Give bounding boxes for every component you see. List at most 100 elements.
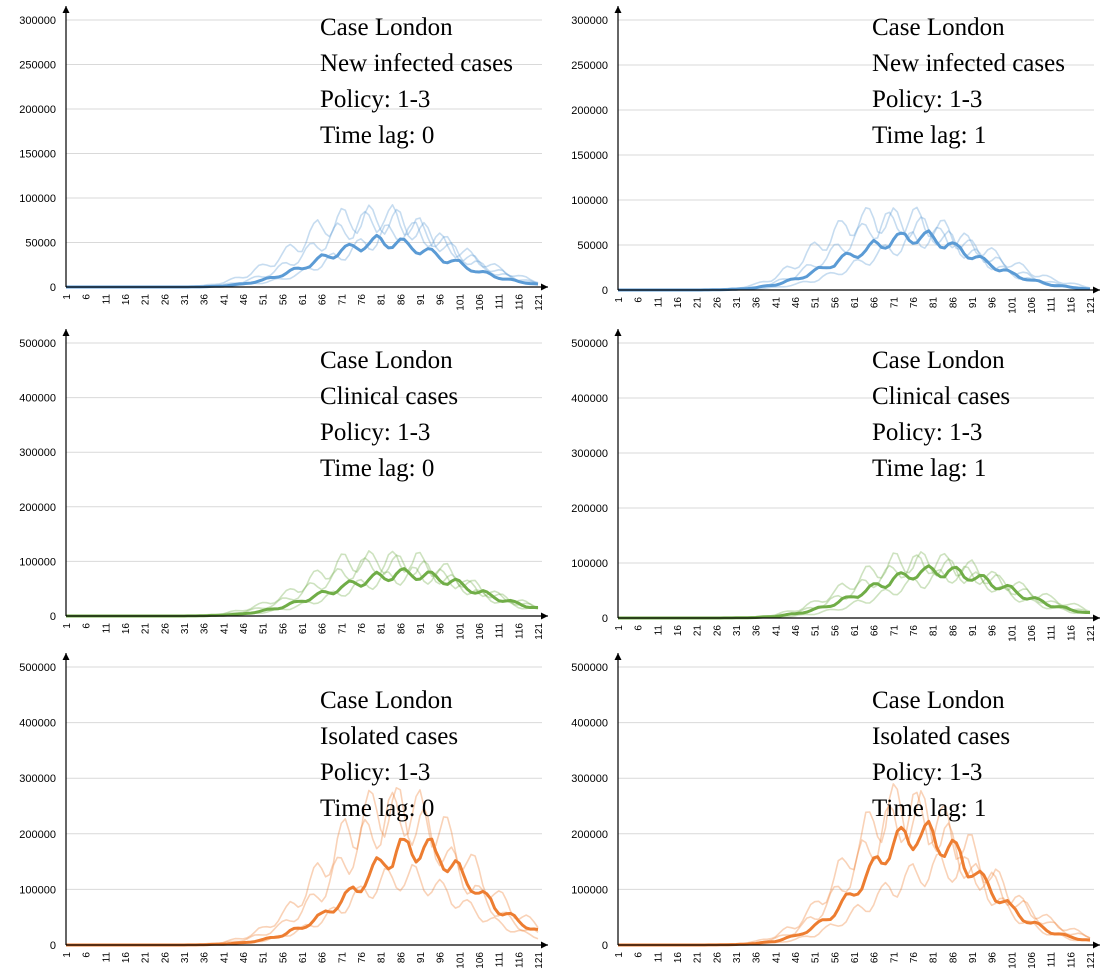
x-tick-label: 36 [200,294,211,306]
chart-caption: Case London Clinical cases Policy: 1-3 T… [320,343,458,487]
x-tick-label: 76 [909,625,920,637]
x-tick-label: 21 [141,294,152,306]
x-tick-label: 21 [141,952,152,964]
caption-line-lag: Time lag: 0 [320,455,435,482]
x-tick-label: 76 [909,297,920,309]
y-tick-label: 400000 [571,718,608,730]
x-tick-label: 41 [771,625,782,637]
y-axis-arrow [62,653,70,660]
y-tick-label: 0 [602,940,608,952]
y-tick-label: 300000 [571,773,608,785]
caption-line-metric: New infected cases [872,50,1065,77]
x-tick-label: 101 [455,294,466,311]
y-tick-label: 0 [602,285,608,297]
x-tick-label: 51 [811,625,822,637]
x-tick-label: 46 [791,297,802,309]
y-tick-label: 400000 [19,718,56,730]
series-line-mean [66,233,539,289]
x-tick-label: 111 [495,952,506,968]
x-tick-label: 1 [62,952,73,958]
x-tick-label: 86 [396,294,407,306]
caption-line-metric: Isolated cases [872,723,1011,750]
series-line-run [618,551,1091,619]
caption-line-metric: Isolated cases [320,723,459,750]
caption-line-policy: Policy: 1-3 [320,419,431,446]
x-tick-label: 51 [811,297,822,309]
x-tick-label: 46 [239,294,250,306]
x-tick-label: 71 [337,294,348,306]
x-tick-label: 11 [653,297,664,308]
x-tick-label: 6 [82,623,93,629]
caption-line-case: Case London [872,347,1005,374]
x-tick-label: 6 [634,952,645,958]
x-tick-label: 6 [82,294,93,300]
x-tick-label: 91 [968,952,979,964]
x-tick-label: 26 [712,625,723,637]
chart-panel-clinical-lag1: 0 100000 200000 300000 400000 500000 1 6 11 16 21 2… [552,325,1104,650]
x-tick-label: 36 [752,297,763,309]
chart-panel-isolated-lag1: 0 100000 200000 300000 400000 500000 1 6 11 16 21 2… [552,650,1104,975]
caption-line-lag: Time lag: 1 [872,795,987,822]
y-tick-label: 300000 [571,15,608,27]
x-tick-label: 96 [988,952,999,964]
x-tick-label: 1 [614,297,625,303]
x-tick-label: 96 [988,625,999,637]
series-line-run [66,204,539,288]
x-tick-label: 51 [259,952,270,964]
x-tick-label: 116 [1066,625,1077,641]
series-line-run [66,204,539,288]
x-tick-label: 31 [732,297,743,309]
y-tick-label: 500000 [571,338,608,350]
x-tick-label: 106 [1027,297,1038,314]
x-tick-label: 116 [1066,297,1077,313]
chart-panel-isolated-lag0: 0 100000 200000 300000 400000 500000 1 6 11 16 21 2… [0,650,552,975]
x-tick-label: 16 [121,623,132,635]
caption-line-case: Case London [872,14,1005,41]
y-tick-label: 50000 [25,238,56,250]
x-tick-label: 26 [160,294,171,306]
x-tick-label: 31 [180,623,191,635]
caption-line-metric: New infected cases [320,50,513,77]
x-tick-label: 66 [318,623,329,635]
caption-line-policy: Policy: 1-3 [320,86,431,113]
x-tick-label: 86 [396,623,407,635]
x-tick-label: 116 [1066,952,1077,968]
x-tick-label: 16 [121,294,132,306]
y-axis-arrow [62,329,70,336]
caption-line-case: Case London [320,347,453,374]
x-tick-label: 61 [298,952,309,964]
y-tick-label: 300000 [19,447,56,459]
x-axis-arrow [541,612,548,620]
x-tick-label: 61 [850,625,861,637]
caption-line-lag: Time lag: 0 [320,795,435,822]
x-tick-label: 121 [1086,625,1097,642]
chart-panel-clinical-lag0: 0 100000 200000 300000 400000 500000 1 6 11 16 21 2… [0,325,552,650]
x-tick-label: 41 [219,623,230,635]
x-axis-arrow [541,941,548,949]
x-tick-label: 121 [1086,297,1097,314]
y-tick-label: 0 [50,940,56,952]
x-tick-label: 56 [830,952,841,964]
y-tick-label: 100000 [571,558,608,570]
x-tick-label: 46 [239,623,250,635]
x-tick-label: 66 [870,952,881,964]
caption-line-case: Case London [320,14,453,41]
x-tick-label: 6 [634,297,645,303]
chart-caption: Case London Isolated cases Policy: 1-3 T… [872,683,1010,827]
x-tick-label: 101 [1007,297,1018,314]
x-tick-label: 31 [180,952,191,964]
x-tick-label: 51 [259,623,270,635]
x-tick-label: 26 [160,952,171,964]
y-tick-label: 50000 [577,240,608,252]
chart-panel-new-infected-lag0: 0 50000 100000 150000 200000 250000 300000 1 6 11… [0,0,552,325]
x-tick-label: 111 [495,294,506,310]
x-tick-label: 81 [929,297,940,309]
y-tick-label: 0 [50,611,56,623]
series-line-run [66,789,539,946]
x-tick-label: 71 [889,297,900,309]
